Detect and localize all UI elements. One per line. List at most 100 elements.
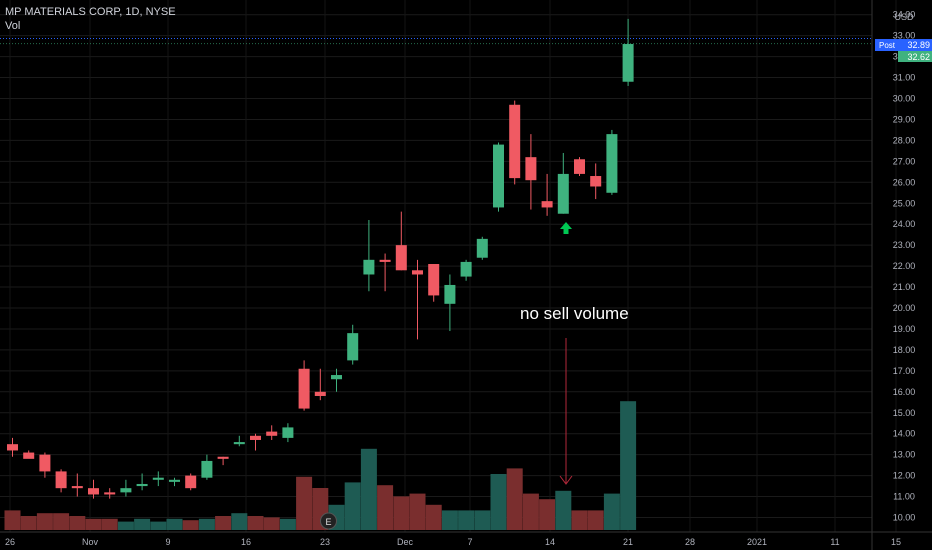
volume-bar — [182, 520, 199, 530]
price-tick-label: 13.00 — [893, 450, 916, 460]
volume-bar — [522, 493, 539, 530]
volume-bar — [247, 516, 264, 530]
candle — [23, 450, 35, 459]
candle-body — [250, 435, 261, 440]
candle-body — [233, 442, 245, 445]
candle — [217, 456, 229, 466]
volume-bar — [85, 518, 102, 530]
candle — [55, 469, 67, 493]
candle-body — [169, 479, 180, 482]
price-tick-label: 28.00 — [893, 135, 916, 145]
candle-body — [347, 333, 359, 361]
candle-body — [606, 134, 618, 193]
candle — [379, 253, 391, 292]
time-tick-label: 7 — [467, 537, 472, 547]
price-tick-label: 24.00 — [893, 219, 916, 229]
volume-bar — [393, 496, 410, 530]
annotation-arrowhead-icon — [559, 475, 573, 485]
volume-bar — [4, 510, 21, 530]
candle-body — [266, 431, 278, 436]
candle-body — [428, 264, 440, 296]
volume-bar — [360, 448, 377, 530]
earnings-marker-label: E — [325, 517, 331, 527]
candle-body — [104, 492, 116, 495]
candle-body — [590, 176, 602, 187]
candle — [590, 163, 602, 200]
volume-bar — [69, 516, 86, 530]
last-price-value: 32.62 — [907, 52, 930, 62]
candle-body — [201, 460, 213, 478]
volume-bar — [296, 476, 313, 530]
volume-bar — [490, 474, 507, 530]
volume-bar — [474, 510, 491, 530]
volume-bar — [425, 504, 442, 530]
candle-body — [55, 471, 67, 489]
candle-body — [460, 261, 472, 277]
candle — [250, 433, 261, 451]
candle-body — [88, 488, 99, 495]
candle — [525, 134, 537, 210]
volume-bar — [506, 468, 523, 530]
volume-bar — [377, 485, 394, 530]
candle-body — [136, 483, 148, 487]
candle — [444, 274, 456, 332]
price-tick-label: 12.00 — [893, 471, 916, 481]
volume-bar — [603, 493, 620, 530]
price-tick-label: 17.00 — [893, 366, 916, 376]
candle — [104, 488, 116, 499]
candle — [201, 454, 213, 480]
candle — [412, 259, 423, 340]
time-tick-label: 16 — [241, 537, 251, 547]
candle — [541, 173, 553, 216]
price-tick-label: 23.00 — [893, 240, 916, 250]
time-tick-label: 23 — [320, 537, 330, 547]
candle — [282, 423, 294, 443]
time-tick-label: 26 — [5, 537, 15, 547]
volume-bar — [134, 518, 151, 530]
candle-body — [379, 259, 391, 262]
candle-body — [71, 486, 83, 489]
volume-bar — [150, 521, 167, 530]
candle-body — [39, 454, 51, 472]
candle — [266, 425, 278, 440]
volume-bar — [555, 490, 572, 530]
price-tick-label: 18.00 — [893, 345, 916, 355]
candle — [347, 324, 359, 365]
price-tick-label: 29.00 — [893, 114, 916, 124]
volume-bar — [231, 513, 248, 530]
candle — [136, 473, 148, 491]
candle-body — [120, 488, 132, 493]
price-tick-label: 25.00 — [893, 198, 916, 208]
time-tick-label: Dec — [397, 537, 414, 547]
candle-body — [476, 238, 488, 258]
candle — [622, 18, 634, 86]
candle-body — [574, 159, 585, 174]
volume-bar — [117, 521, 134, 530]
price-tick-label: 34.00 — [893, 10, 916, 20]
volume-bar — [539, 499, 556, 530]
candle-body — [395, 245, 407, 271]
candle-body — [217, 456, 229, 459]
time-tick-label: Nov — [82, 537, 99, 547]
post-price-badge — [875, 39, 932, 51]
volume-bar — [279, 518, 296, 530]
price-tick-label: 21.00 — [893, 282, 916, 292]
candle-body — [509, 104, 521, 179]
candle — [331, 368, 342, 392]
candle — [606, 129, 618, 195]
time-tick-label: 14 — [545, 537, 555, 547]
candle-body — [185, 475, 197, 489]
volume-indicator-label: Vol — [5, 20, 21, 32]
candle — [7, 437, 18, 457]
time-tick-label: 11 — [830, 537, 839, 547]
currency-label: USD — [894, 12, 914, 22]
price-tick-label: 19.00 — [893, 324, 916, 334]
volume-bar — [587, 510, 604, 530]
candle — [557, 152, 569, 214]
price-tick-label: 33.00 — [893, 31, 916, 41]
candle — [428, 264, 440, 302]
time-tick-label: 2021 — [747, 537, 767, 547]
time-tick-label: 9 — [165, 537, 170, 547]
candle — [460, 259, 472, 281]
